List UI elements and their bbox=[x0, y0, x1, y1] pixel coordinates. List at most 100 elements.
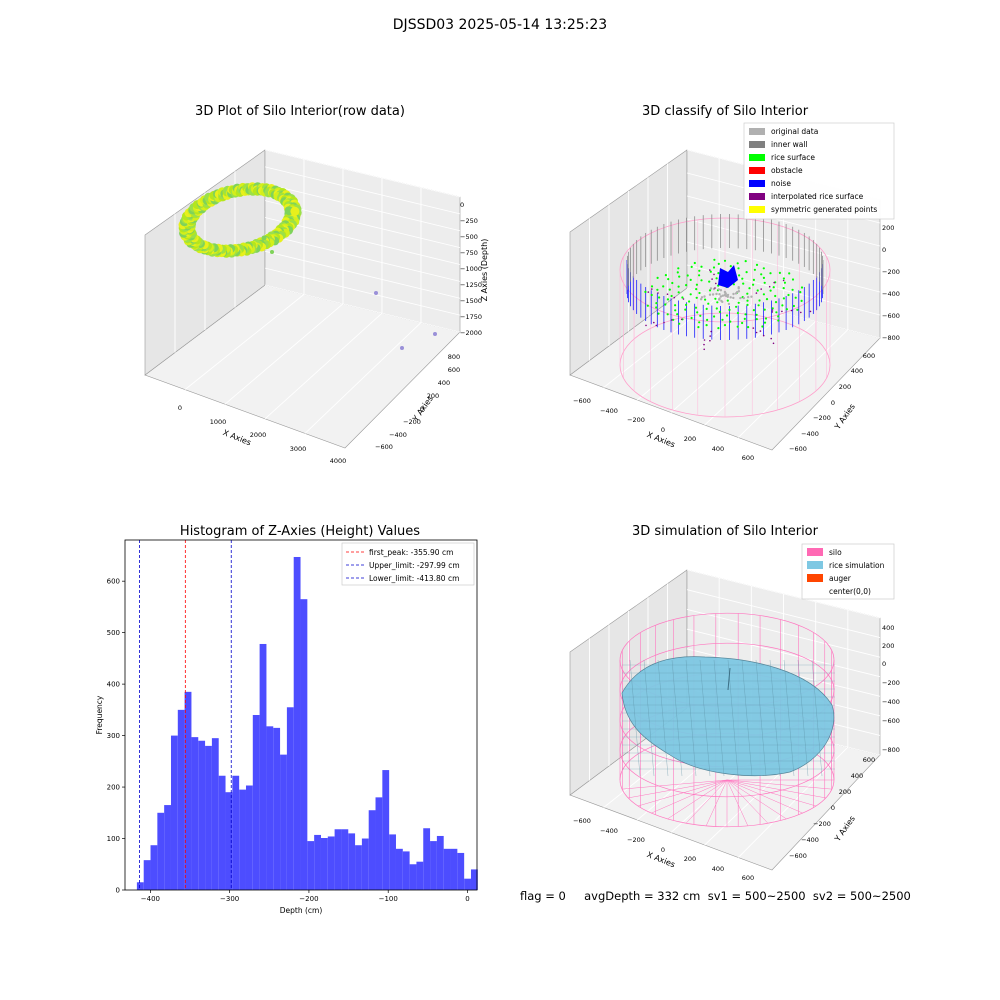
histogram-legend-label: Upper_limit: -297.99 cm bbox=[369, 561, 460, 570]
simulation-3d-plot: 4002000−200−400−600−800−600−400−20002004… bbox=[569, 543, 900, 880]
cls-x-tick-label: 400 bbox=[712, 445, 724, 453]
cls-original-point bbox=[746, 295, 750, 299]
cls-interpolated-point bbox=[809, 310, 812, 313]
cls-rice-surface-point bbox=[765, 298, 769, 301]
sim-rice-mesh-line bbox=[713, 659, 725, 777]
raw-z-tick-label: −500 bbox=[460, 233, 478, 241]
sim-silo-floor-spoke bbox=[637, 779, 728, 807]
cls-rice-surface-point bbox=[791, 278, 795, 281]
cls-legend-label: rice surface bbox=[771, 153, 815, 162]
sim-y-tick-label: 200 bbox=[839, 788, 851, 796]
cls-y-tick-label: 0 bbox=[831, 399, 835, 407]
histogram-y-tick-label: 0 bbox=[116, 887, 120, 895]
histogram-bar bbox=[341, 829, 349, 890]
sim-rice-mesh-line bbox=[811, 659, 823, 777]
cls-rice-surface-point bbox=[783, 281, 786, 284]
cls-interpolated-point bbox=[709, 335, 711, 337]
raw-gridline bbox=[224, 303, 344, 405]
cls-x-tick-label: 0 bbox=[661, 426, 665, 434]
cls-interpolated-point bbox=[709, 269, 711, 271]
classify-3d-plot: 2000−200−400−600−800−600−400−20002004006… bbox=[569, 122, 900, 462]
histogram-bar bbox=[239, 789, 246, 890]
cls-legend-swatch bbox=[749, 154, 765, 161]
cls-interpolated-point bbox=[768, 285, 771, 288]
raw-gridline bbox=[184, 294, 305, 390]
cls-original-point bbox=[721, 294, 724, 297]
raw-x-tick-label: 1000 bbox=[210, 418, 227, 426]
raw-outlier-point bbox=[374, 291, 378, 295]
cls-interpolated-point bbox=[781, 310, 783, 313]
cls-rice-surface-point bbox=[684, 308, 687, 311]
raw-gridline bbox=[264, 183, 461, 232]
cls-original-point bbox=[719, 295, 723, 298]
cls-legend-swatch bbox=[749, 193, 765, 200]
cls-rice-surface-point bbox=[738, 274, 741, 277]
cls-rice-surface-point bbox=[781, 304, 784, 307]
cls-rice-surface-point bbox=[726, 299, 729, 302]
sim-rice-mesh-line bbox=[741, 659, 753, 777]
cls-rice-surface-point bbox=[788, 272, 791, 275]
cls-original-point bbox=[737, 286, 740, 289]
histogram-x-tick-label: 0 bbox=[465, 895, 469, 903]
cls-rice-surface-point bbox=[755, 263, 759, 266]
sim-y-axis-label: Y Axies bbox=[832, 814, 857, 844]
histogram-bar bbox=[252, 715, 260, 890]
sim-gridline bbox=[738, 746, 849, 858]
raw-z-tick-label: −1750 bbox=[460, 313, 482, 321]
cls-legend-swatch bbox=[749, 141, 765, 148]
cls-rice-surface-point bbox=[713, 315, 716, 318]
cls-rice-surface-point bbox=[704, 298, 707, 301]
raw-point-cloud bbox=[178, 182, 302, 258]
raw-gridline bbox=[264, 284, 461, 333]
cls-interpolated-point bbox=[772, 342, 775, 345]
sim-silo-floor-spoke bbox=[628, 779, 728, 799]
cls-original-point bbox=[724, 292, 727, 296]
sim-legend-label: center(0,0) bbox=[829, 587, 871, 596]
histogram-bar bbox=[334, 829, 342, 890]
cls-legend-label: noise bbox=[771, 179, 791, 188]
histogram-bar bbox=[280, 754, 287, 890]
cls-interpolated-point bbox=[657, 292, 659, 294]
cls-rice-surface-point bbox=[706, 318, 709, 321]
raw-z-axis-label: Z Axies (Depth) bbox=[480, 239, 489, 302]
cls-legend-swatch bbox=[749, 206, 765, 213]
cls-rice-surface-point bbox=[782, 297, 785, 300]
histogram-y-tick-label: 200 bbox=[107, 784, 120, 792]
cls-legend-swatch bbox=[749, 128, 765, 135]
raw-outlier-point bbox=[433, 332, 437, 336]
cls-legend-swatch bbox=[749, 180, 765, 187]
raw-y-tick-label: 400 bbox=[438, 379, 450, 387]
cls-rice-surface-point bbox=[752, 283, 755, 286]
sim-rice-mesh-line bbox=[629, 659, 641, 777]
cls-rice-surface-point bbox=[690, 316, 693, 320]
cls-rice-surface-point bbox=[735, 305, 738, 308]
cls-rice-surface-point bbox=[676, 271, 679, 274]
cls-rice-surface-point bbox=[705, 307, 708, 310]
cls-original-point bbox=[703, 295, 706, 298]
cls-original-point bbox=[726, 295, 729, 298]
cls-rice-surface-point bbox=[693, 261, 696, 265]
cls-rice-surface-point bbox=[656, 288, 659, 291]
cls-rice-surface-point bbox=[746, 292, 749, 295]
cls-rice-surface-point bbox=[728, 308, 731, 311]
cls-rice-surface-point bbox=[689, 293, 692, 296]
cls-original-point bbox=[715, 292, 718, 296]
cls-original-point bbox=[732, 292, 735, 296]
histogram-legend-label: first_peak: -355.90 cm bbox=[369, 548, 453, 557]
sim-silo-floor-spoke bbox=[726, 779, 817, 807]
raw-plot-title: 3D Plot of Silo Interior(row data) bbox=[195, 104, 405, 119]
cls-rice-surface-point bbox=[791, 288, 794, 291]
cls-rice-surface-point bbox=[686, 274, 689, 277]
cls-rice-surface-point bbox=[723, 259, 727, 262]
sim-silo-floor-spoke bbox=[726, 779, 832, 790]
cls-original-point bbox=[719, 289, 723, 292]
cls-original-point bbox=[737, 290, 741, 293]
cls-rice-surface-point bbox=[705, 324, 708, 327]
cls-interpolated-point bbox=[752, 327, 755, 329]
sim-silo-floor-spoke bbox=[667, 779, 728, 820]
sim-silo-floor-spoke bbox=[622, 779, 728, 790]
cls-rice-surface-point bbox=[758, 299, 761, 302]
cls-rice-surface-point bbox=[712, 266, 716, 269]
cls-interpolated-point bbox=[759, 330, 762, 332]
cls-rice-surface-point bbox=[708, 289, 712, 292]
